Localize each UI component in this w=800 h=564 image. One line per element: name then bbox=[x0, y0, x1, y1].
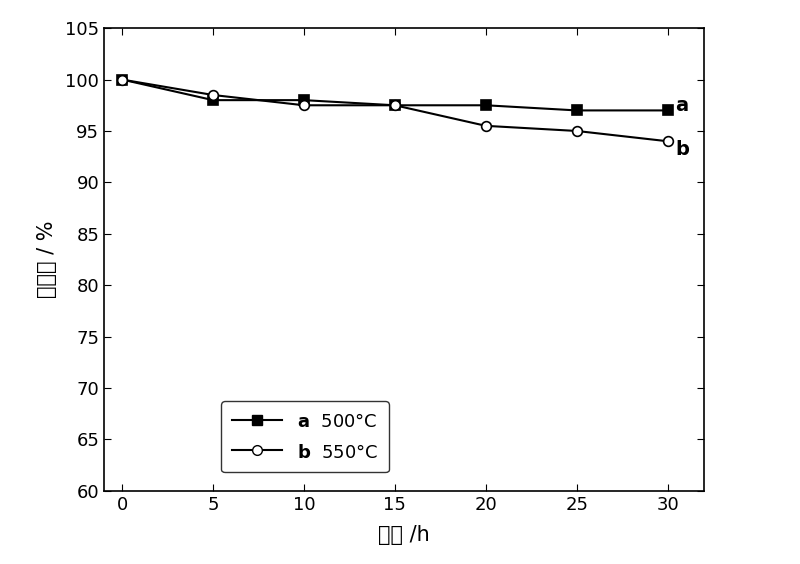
X-axis label: 时间 /h: 时间 /h bbox=[378, 525, 430, 545]
Y-axis label: 剩余率 / %: 剩余率 / % bbox=[37, 221, 57, 298]
Text: b: b bbox=[675, 140, 689, 159]
Text: a: a bbox=[675, 96, 688, 115]
Legend: $\mathbf{a}$  500°C, $\mathbf{b}$  550°C: $\mathbf{a}$ 500°C, $\mathbf{b}$ 550°C bbox=[221, 401, 389, 473]
